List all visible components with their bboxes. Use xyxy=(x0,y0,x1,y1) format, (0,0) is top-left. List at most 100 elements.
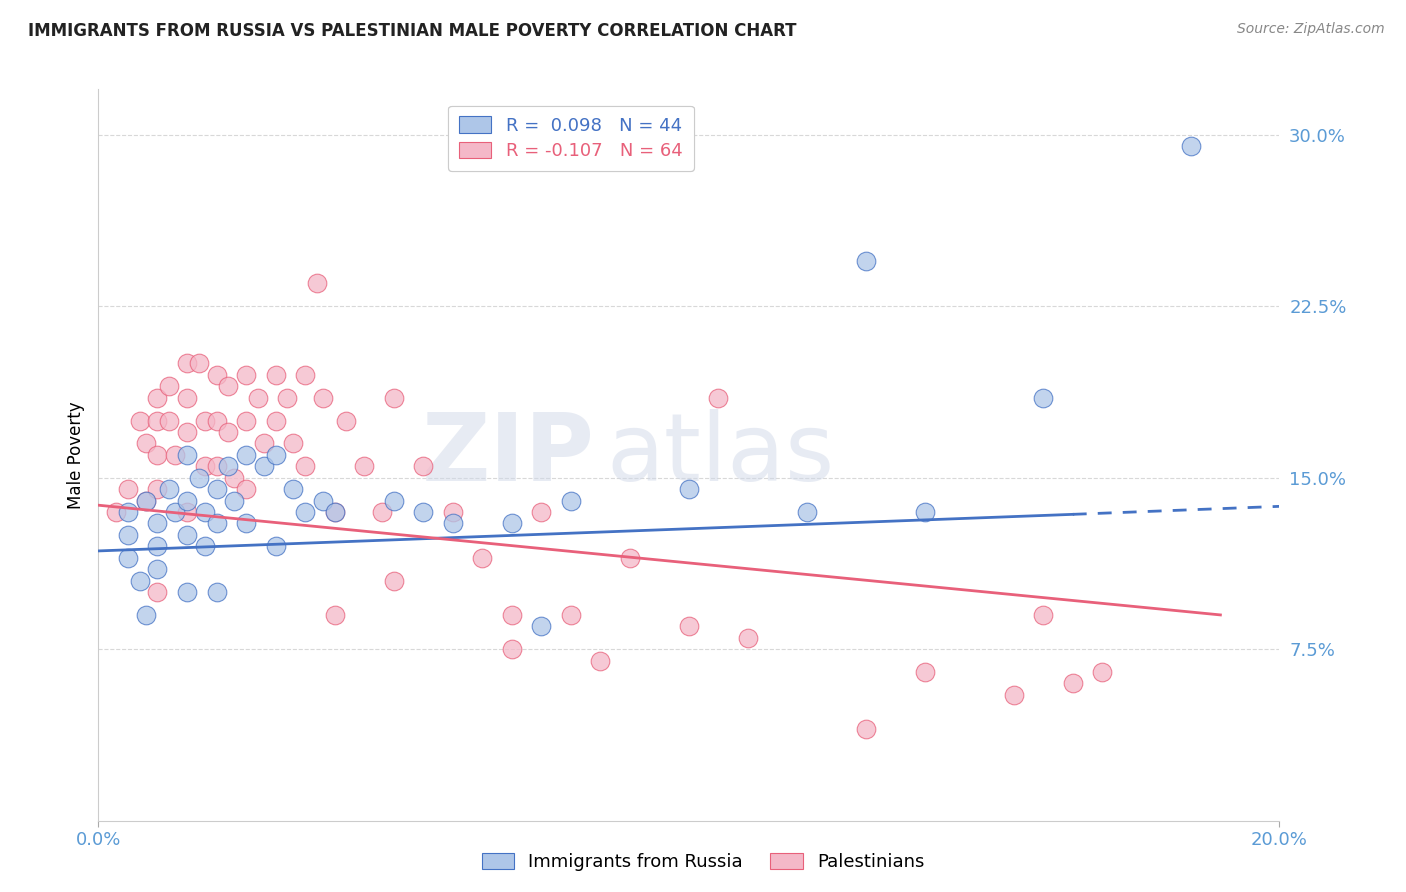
Point xyxy=(412,459,434,474)
Point xyxy=(217,379,239,393)
Point xyxy=(128,574,150,588)
Point xyxy=(235,516,257,531)
Point xyxy=(253,436,276,450)
Point xyxy=(146,585,169,599)
Point xyxy=(176,356,198,371)
Point xyxy=(146,414,169,428)
Point xyxy=(294,505,316,519)
Point xyxy=(205,482,228,496)
Point xyxy=(146,448,169,462)
Point xyxy=(176,448,198,462)
Point xyxy=(176,585,198,599)
Point xyxy=(796,505,818,519)
Point xyxy=(205,459,228,474)
Point xyxy=(294,459,316,474)
Point xyxy=(530,619,553,633)
Point xyxy=(224,493,246,508)
Point xyxy=(246,391,269,405)
Point xyxy=(176,425,198,439)
Point xyxy=(371,505,394,519)
Point xyxy=(205,585,228,599)
Point xyxy=(501,642,523,657)
Point xyxy=(165,448,187,462)
Point xyxy=(855,253,877,268)
Point xyxy=(205,368,228,382)
Point xyxy=(412,505,434,519)
Point xyxy=(382,574,405,588)
Point xyxy=(194,414,217,428)
Y-axis label: Male Poverty: Male Poverty xyxy=(66,401,84,508)
Point xyxy=(441,516,464,531)
Point xyxy=(217,459,239,474)
Point xyxy=(146,539,169,553)
Point xyxy=(501,607,523,622)
Point xyxy=(176,505,198,519)
Point xyxy=(135,607,157,622)
Point xyxy=(283,482,305,496)
Legend: R =  0.098   N = 44, R = -0.107   N = 64: R = 0.098 N = 44, R = -0.107 N = 64 xyxy=(449,105,693,171)
Point xyxy=(305,277,328,291)
Point xyxy=(1032,391,1054,405)
Point xyxy=(176,391,198,405)
Point xyxy=(619,550,641,565)
Point xyxy=(323,505,346,519)
Point xyxy=(312,493,335,508)
Point xyxy=(294,368,316,382)
Point xyxy=(1002,688,1025,702)
Point xyxy=(205,516,228,531)
Point xyxy=(353,459,375,474)
Point xyxy=(382,493,405,508)
Point xyxy=(914,505,936,519)
Point xyxy=(264,448,287,462)
Point xyxy=(441,505,464,519)
Point xyxy=(678,482,700,496)
Point xyxy=(146,516,169,531)
Point xyxy=(1180,139,1202,153)
Point xyxy=(737,631,759,645)
Text: IMMIGRANTS FROM RUSSIA VS PALESTINIAN MALE POVERTY CORRELATION CHART: IMMIGRANTS FROM RUSSIA VS PALESTINIAN MA… xyxy=(28,22,797,40)
Point xyxy=(235,482,257,496)
Point xyxy=(157,414,180,428)
Point xyxy=(1062,676,1084,690)
Point xyxy=(264,414,287,428)
Point xyxy=(135,493,157,508)
Point xyxy=(264,368,287,382)
Point xyxy=(105,505,128,519)
Point xyxy=(194,539,217,553)
Point xyxy=(471,550,494,565)
Point xyxy=(312,391,335,405)
Point xyxy=(117,528,139,542)
Point xyxy=(146,391,169,405)
Point xyxy=(530,505,553,519)
Point xyxy=(117,505,139,519)
Point xyxy=(323,607,346,622)
Point xyxy=(264,539,287,553)
Point xyxy=(678,619,700,633)
Point xyxy=(117,482,139,496)
Point xyxy=(235,414,257,428)
Point xyxy=(176,528,198,542)
Point xyxy=(914,665,936,679)
Point xyxy=(560,607,582,622)
Point xyxy=(165,505,187,519)
Point xyxy=(283,436,305,450)
Text: atlas: atlas xyxy=(606,409,835,501)
Point xyxy=(135,436,157,450)
Point xyxy=(253,459,276,474)
Point xyxy=(589,654,612,668)
Point xyxy=(194,459,217,474)
Point xyxy=(224,471,246,485)
Point xyxy=(335,414,357,428)
Point xyxy=(276,391,298,405)
Point xyxy=(187,356,209,371)
Text: ZIP: ZIP xyxy=(422,409,595,501)
Point xyxy=(1091,665,1114,679)
Point xyxy=(707,391,730,405)
Point xyxy=(1032,607,1054,622)
Point xyxy=(217,425,239,439)
Point xyxy=(146,562,169,576)
Text: Source: ZipAtlas.com: Source: ZipAtlas.com xyxy=(1237,22,1385,37)
Point xyxy=(157,379,180,393)
Point xyxy=(235,368,257,382)
Point xyxy=(128,414,150,428)
